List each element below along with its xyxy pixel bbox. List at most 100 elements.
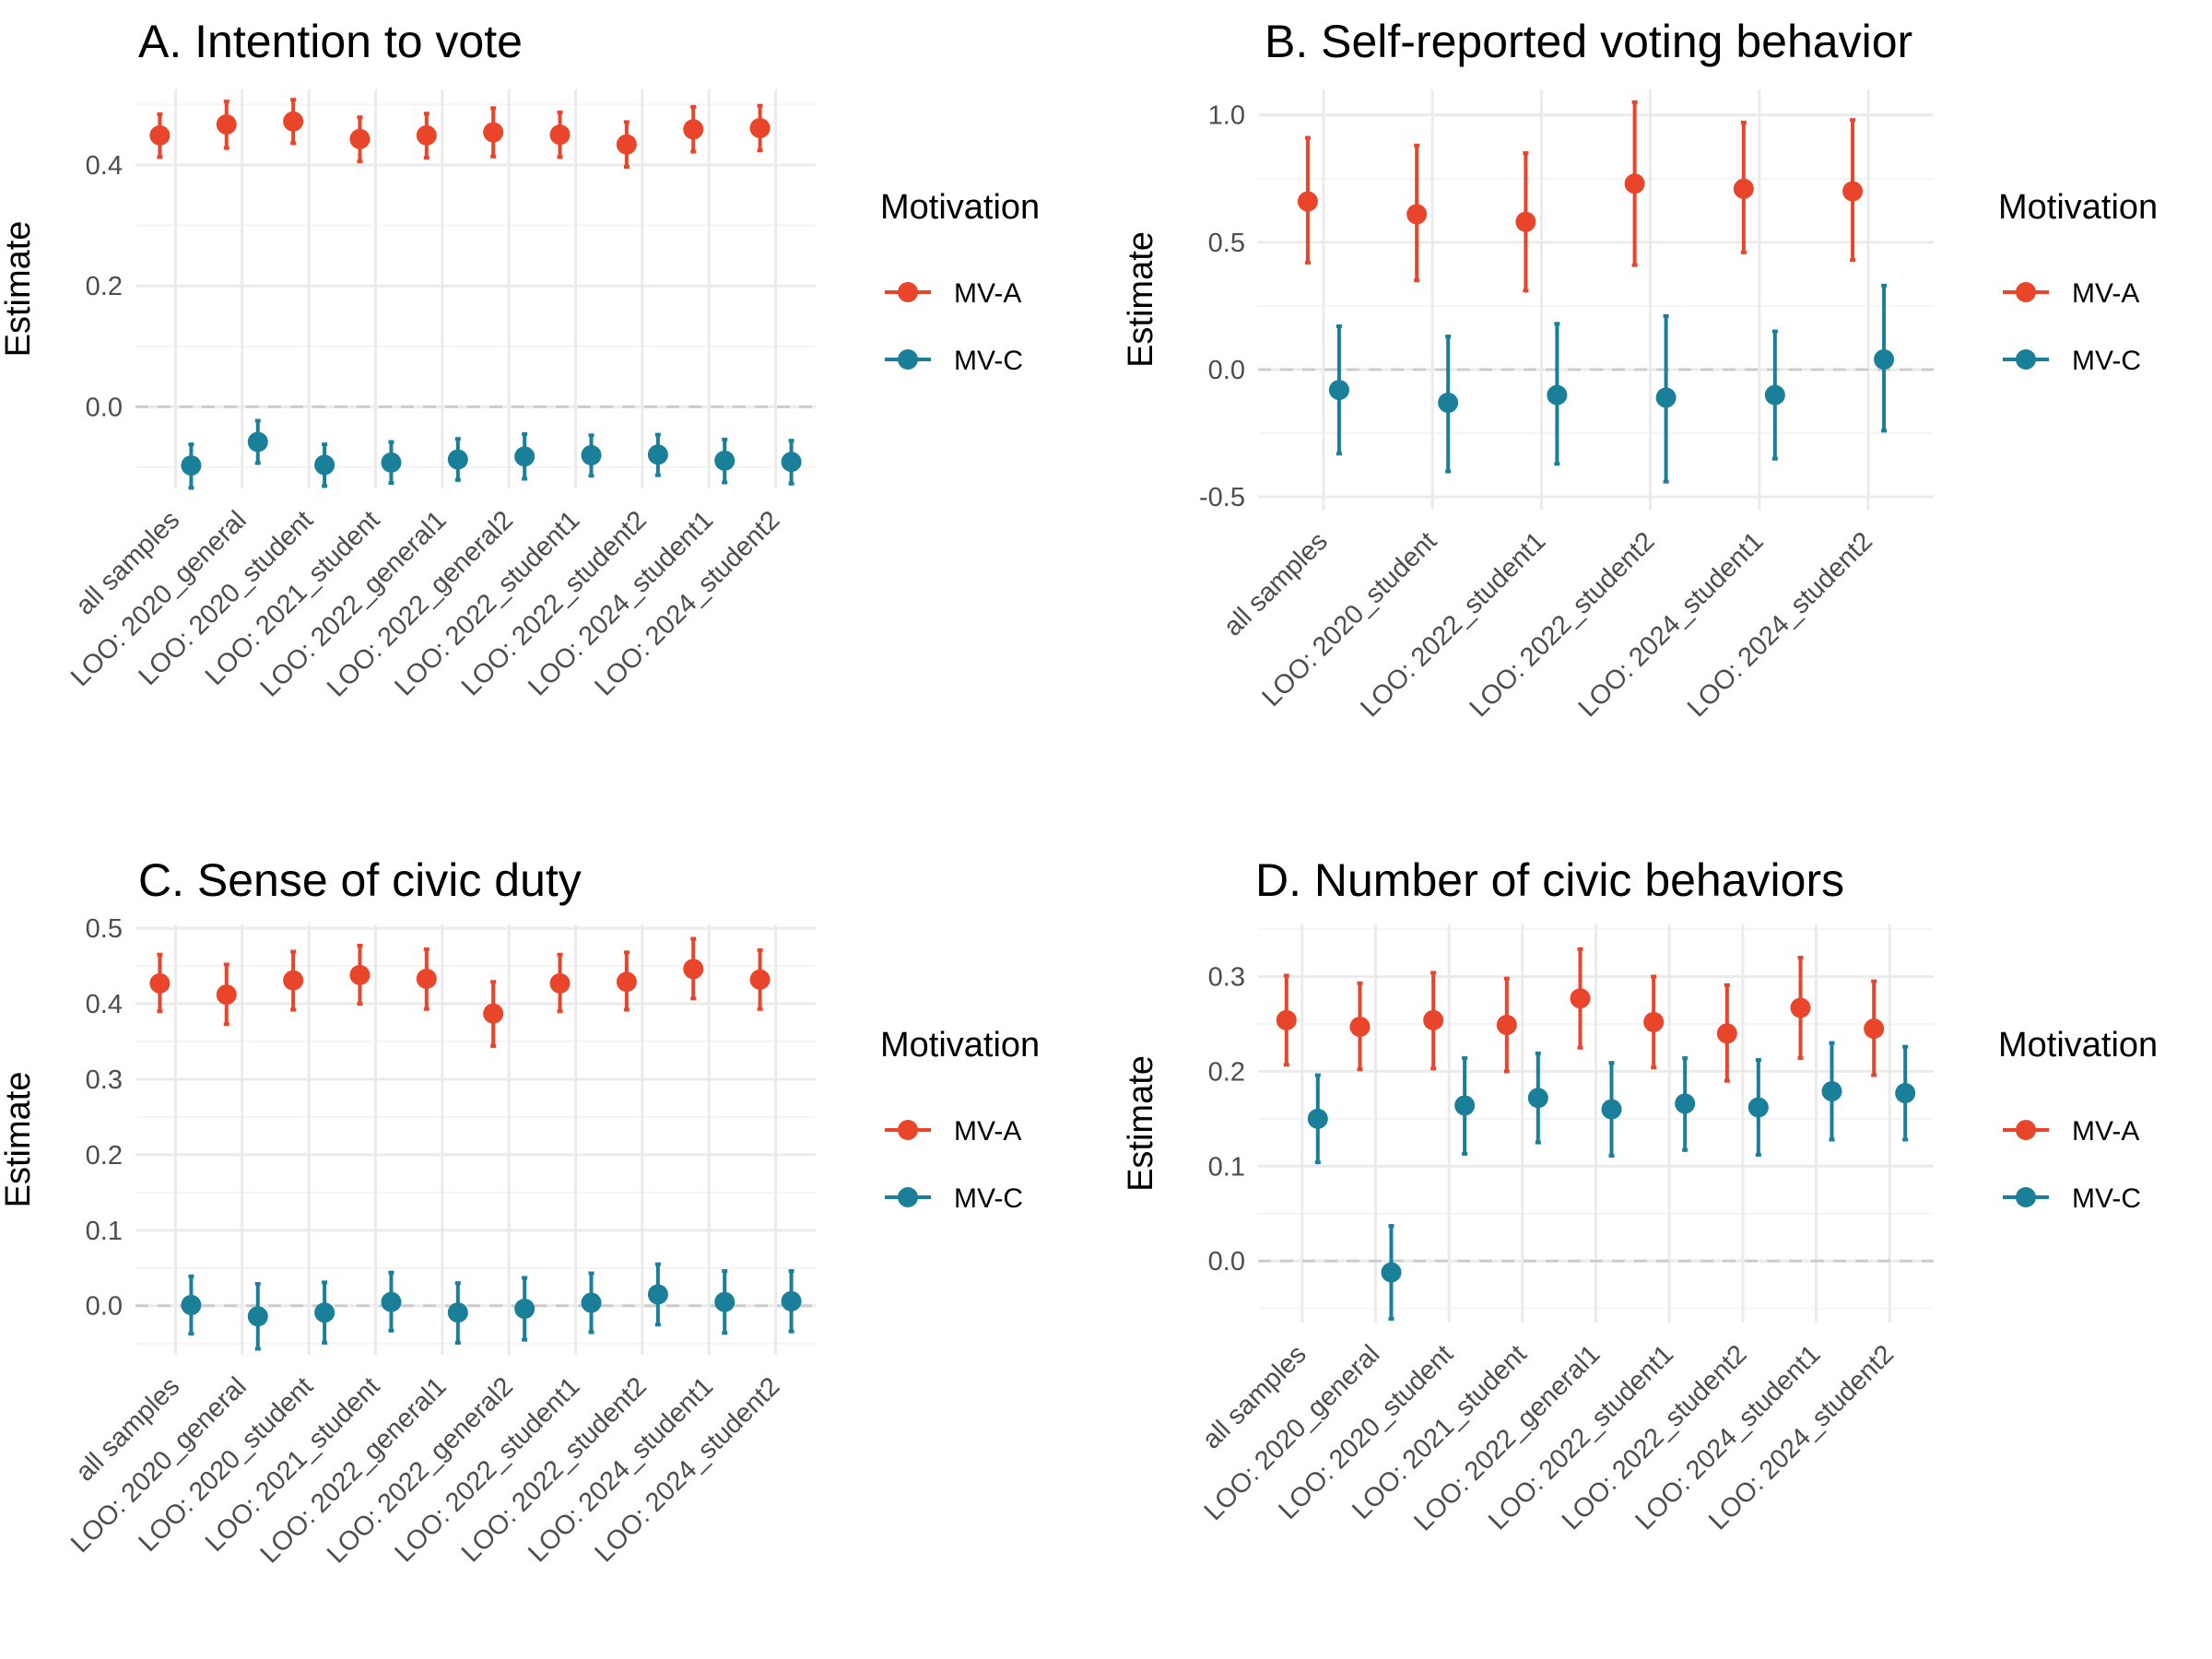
legend-key-mv-a: MV-A bbox=[885, 278, 1021, 309]
panel-title: D. Number of civic behaviors bbox=[1255, 854, 1844, 906]
legend-label: MV-C bbox=[2072, 1183, 2141, 1214]
legend-label: MV-C bbox=[954, 1183, 1023, 1214]
y-axis-title: Estimate bbox=[1122, 231, 1160, 368]
legend-title: Motivation bbox=[880, 188, 1040, 227]
data-point bbox=[349, 964, 371, 985]
y-tick-label: 0.3 bbox=[1208, 963, 1245, 993]
legend-label: MV-A bbox=[954, 1116, 1021, 1147]
legend: Motivation MV-A MV-C bbox=[1998, 188, 2158, 376]
series-mv-c bbox=[181, 1262, 802, 1351]
data-point bbox=[1747, 1097, 1769, 1118]
data-point bbox=[1864, 1018, 1885, 1040]
data-point bbox=[616, 971, 637, 993]
data-point bbox=[1438, 392, 1459, 413]
data-point bbox=[1307, 1108, 1328, 1129]
x-tick-label: LOO: 2022_student1 bbox=[1355, 526, 1551, 723]
data-point bbox=[483, 122, 504, 143]
legend: Motivation MV-A MV-C bbox=[880, 1026, 1040, 1214]
data-point bbox=[216, 984, 237, 1006]
data-point bbox=[549, 124, 571, 146]
data-point bbox=[1764, 384, 1785, 406]
x-tick-label: LOO: 2024_student1 bbox=[1573, 526, 1770, 723]
legend-point bbox=[898, 282, 918, 302]
data-point bbox=[1601, 1099, 1622, 1120]
data-point bbox=[514, 446, 535, 467]
y-tick-label: -0.5 bbox=[1199, 483, 1245, 512]
data-point bbox=[1643, 1011, 1665, 1032]
y-tick-label: 0.0 bbox=[86, 393, 123, 422]
data-point bbox=[1624, 173, 1645, 194]
data-point bbox=[247, 431, 268, 453]
panel-title: B. Self-reported voting behavior bbox=[1265, 16, 1912, 67]
legend: Motivation MV-A MV-C bbox=[1998, 1026, 2158, 1214]
data-point bbox=[714, 1291, 735, 1312]
data-point bbox=[1874, 348, 1895, 370]
x-tick-label: all samples bbox=[1218, 526, 1334, 641]
legend-key-mv-c: MV-C bbox=[885, 1183, 1023, 1214]
y-tick-label: 0.5 bbox=[1208, 229, 1245, 258]
y-tick-label: 0.2 bbox=[1208, 1057, 1245, 1087]
panel-d: D. Number of civic behaviors 0.0 0.1 0.2 0.3… bbox=[1122, 854, 2158, 1536]
series-mv-c bbox=[1307, 1041, 1916, 1321]
series-mv-a bbox=[149, 98, 771, 169]
data-point bbox=[1515, 211, 1536, 232]
y-tick-label: 0.1 bbox=[86, 1217, 123, 1246]
legend-title: Motivation bbox=[1998, 1026, 2158, 1065]
legend-point bbox=[2016, 282, 2036, 302]
legend-point bbox=[898, 1120, 918, 1140]
panel-a: A. Intention to vote0.00.20.4Estimateall… bbox=[0, 16, 1040, 702]
data-point bbox=[349, 128, 371, 149]
data-point bbox=[149, 972, 171, 994]
data-point bbox=[416, 968, 437, 989]
data-point bbox=[447, 1302, 468, 1324]
data-point bbox=[1842, 181, 1864, 202]
data-point bbox=[1895, 1083, 1916, 1104]
data-point bbox=[149, 124, 171, 146]
data-point bbox=[781, 452, 802, 473]
y-tick-label: 0.0 bbox=[86, 1292, 123, 1322]
y-axis-title: Estimate bbox=[0, 221, 38, 358]
legend-label: MV-A bbox=[2072, 1116, 2139, 1147]
legend-point bbox=[898, 349, 918, 370]
data-point bbox=[283, 970, 304, 991]
data-point bbox=[1328, 380, 1349, 401]
data-point bbox=[1276, 1009, 1297, 1030]
y-tick-label: 0.5 bbox=[86, 914, 123, 944]
data-point bbox=[381, 452, 402, 473]
y-axis-title: Estimate bbox=[1122, 1055, 1160, 1192]
data-point bbox=[1733, 178, 1754, 199]
legend-title: Motivation bbox=[1998, 188, 2158, 227]
y-axis-title: Estimate bbox=[0, 1072, 38, 1208]
data-point bbox=[647, 444, 668, 465]
panel-title: A. Intention to vote bbox=[138, 16, 523, 67]
y-tick-label: 1.0 bbox=[1208, 101, 1245, 131]
data-point bbox=[1381, 1262, 1402, 1283]
data-point bbox=[1821, 1081, 1842, 1102]
data-point bbox=[1655, 387, 1677, 408]
x-tick-label: LOO: 2024_student2 bbox=[1682, 526, 1878, 723]
legend-key-mv-c: MV-C bbox=[2003, 346, 2141, 376]
legend: Motivation MV-A MV-C bbox=[880, 188, 1040, 376]
data-point bbox=[181, 1294, 202, 1315]
data-point bbox=[1716, 1023, 1737, 1044]
x-tick-label: LOO: 2022_student2 bbox=[1465, 526, 1661, 723]
legend-point bbox=[2016, 1187, 2036, 1207]
legend-label: MV-A bbox=[954, 278, 1021, 309]
legend-point bbox=[2016, 1120, 2036, 1140]
data-point bbox=[616, 134, 637, 155]
y-tick-label: 0.0 bbox=[1208, 1247, 1245, 1277]
data-point bbox=[416, 124, 437, 146]
data-point bbox=[549, 972, 571, 994]
data-point bbox=[283, 111, 304, 132]
data-point bbox=[714, 450, 735, 471]
data-point bbox=[483, 1003, 504, 1024]
legend-key-mv-c: MV-C bbox=[885, 346, 1023, 376]
data-point bbox=[1454, 1095, 1476, 1116]
legend-key-mv-a: MV-A bbox=[2003, 1116, 2139, 1147]
data-point bbox=[1790, 997, 1811, 1018]
data-point bbox=[381, 1291, 402, 1312]
series-mv-a bbox=[149, 936, 771, 1048]
data-point bbox=[1406, 204, 1428, 225]
data-point bbox=[447, 449, 468, 470]
panel-b: B. Self-reported voting behavior -0.5 0.0 0… bbox=[1122, 16, 2158, 723]
